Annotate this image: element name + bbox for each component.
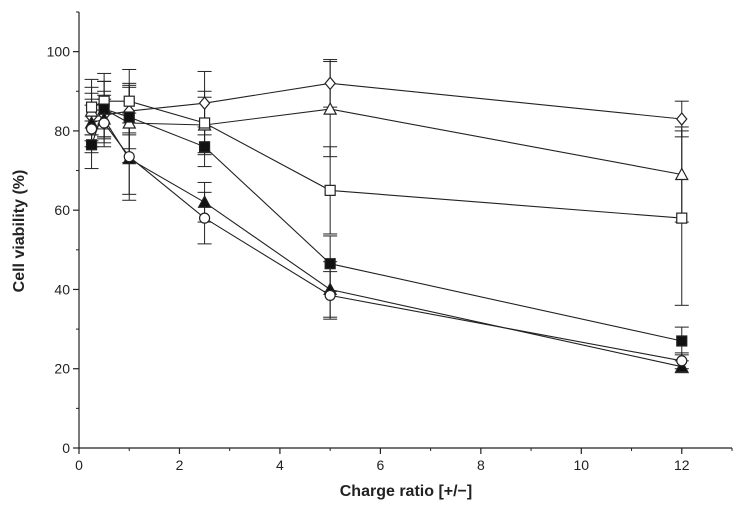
data-point-filled-square [123,111,135,123]
y-tick-label: 60 [54,202,70,218]
series-line-filled-triangle [91,118,682,368]
data-point-open-square [85,101,98,113]
data-point-open-circle [98,117,110,129]
x-tick-label: 8 [477,457,485,473]
y-tick-label: 20 [54,361,70,377]
series-line-open-square [91,100,682,219]
series-markers [84,76,689,373]
data-point-filled-square [324,258,336,270]
x-tick-label: 0 [75,457,83,473]
data-point-open-square [123,95,135,107]
data-point-open-circle [123,151,135,163]
y-axis-title: Cell viability (%) [11,170,28,293]
data-point-open-circle [676,355,688,367]
data-point-filled-square [198,141,211,153]
y-tick-label: 80 [54,123,70,139]
series-lines [91,82,682,368]
data-point-filled-square [85,139,98,151]
data-point-open-square [676,212,688,224]
series-line-open-diamond [91,82,682,120]
y-tick-label: 40 [54,281,70,297]
data-point-open-circle [85,123,98,135]
data-point-filled-square [676,335,688,347]
series-line-open-triangle [91,108,682,176]
axes: 0 20 40 60 80 100 0 2 4 6 8 10 12 [47,11,733,473]
data-point-open-square [198,117,211,129]
series-line-open-circle [91,122,682,362]
data-point-open-triangle [674,167,689,181]
data-point-open-diamond [324,76,336,91]
x-tick-label: 4 [276,457,284,473]
data-point-open-diamond [675,112,688,126]
y-tick-label: 0 [62,440,70,456]
y-tick-label: 100 [47,44,71,60]
x-tick-label: 10 [574,457,590,473]
x-tick-label: 2 [176,457,184,473]
x-tick-label: 12 [674,457,690,473]
data-point-open-square [324,184,336,196]
x-tick-label: 6 [376,457,384,473]
data-point-open-circle [324,289,336,301]
data-point-open-triangle [323,101,338,115]
data-point-filled-triangle [197,195,212,208]
data-point-open-diamond [198,96,211,111]
x-axis-title: Charge ratio [+/−] [340,483,472,500]
data-point-open-circle [198,212,211,224]
